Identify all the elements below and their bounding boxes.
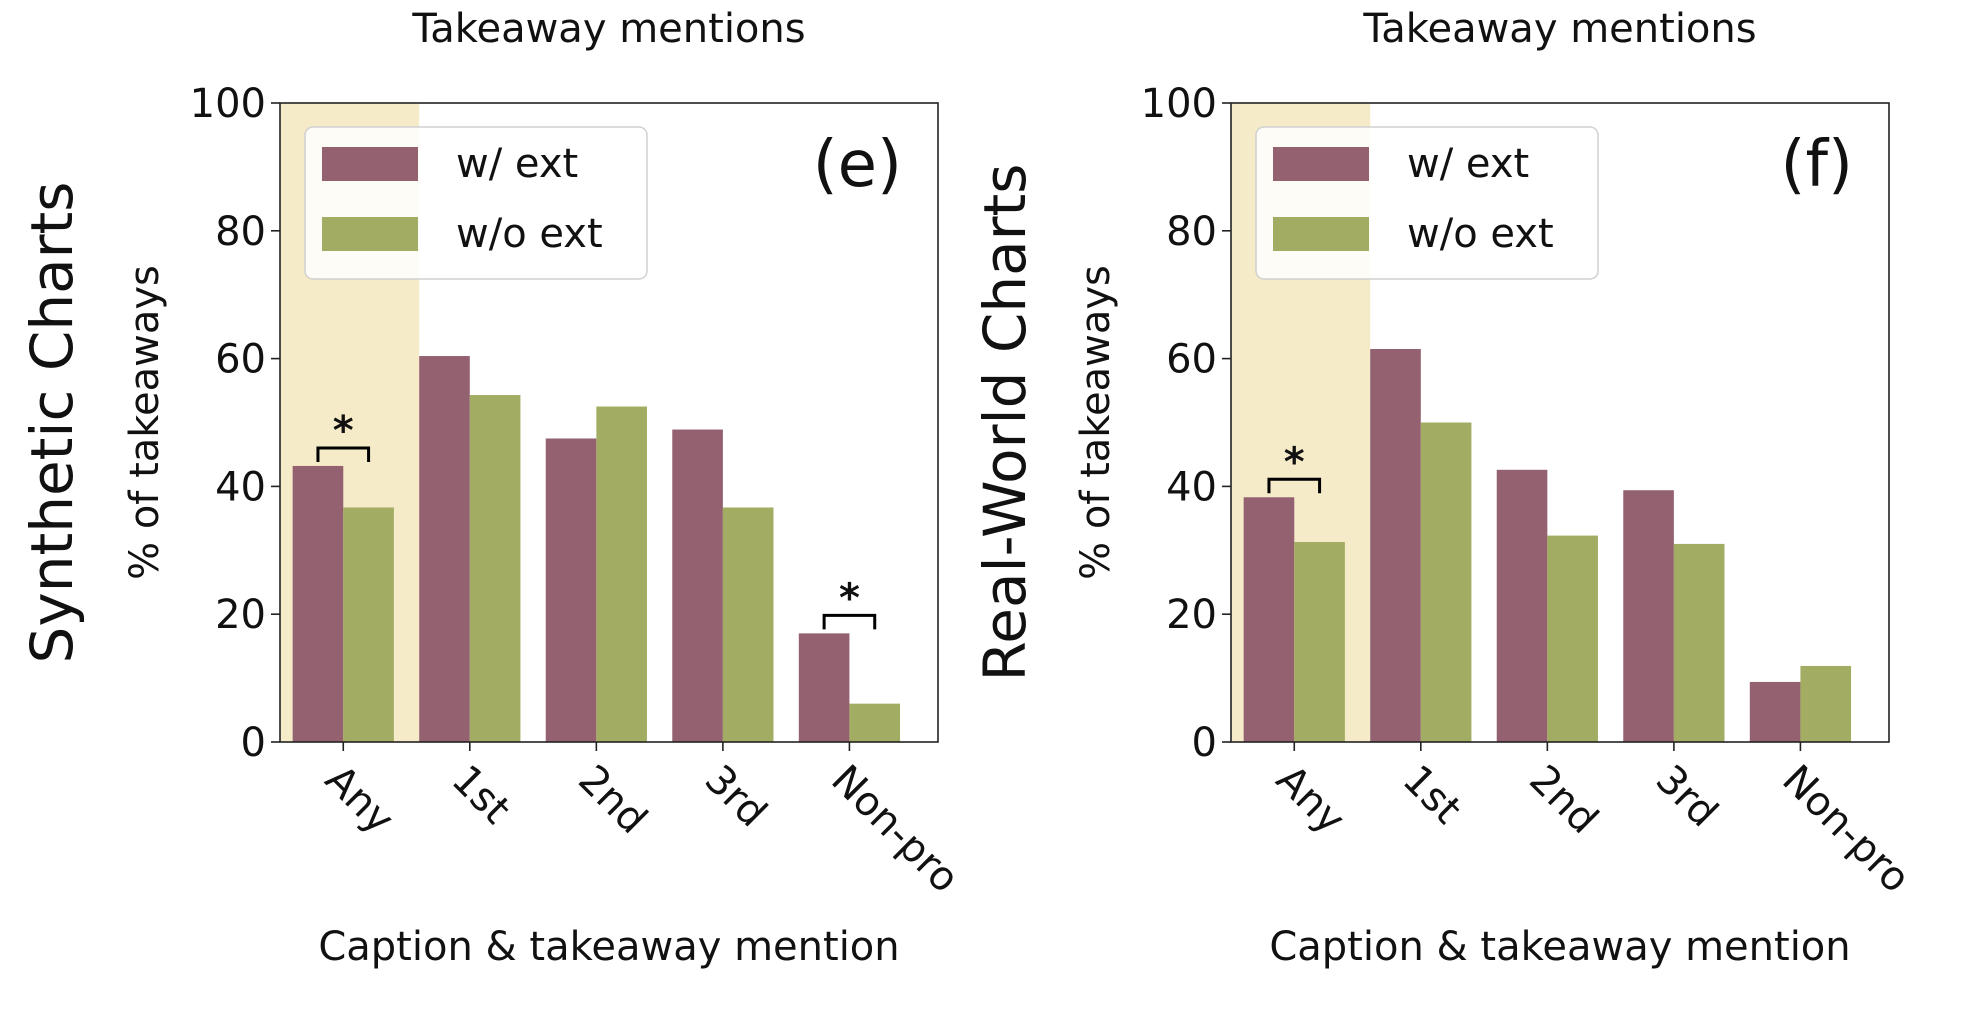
x-tick-label: Non-pro: [822, 757, 967, 902]
y-tick-label: 20: [1166, 592, 1217, 638]
plot-frame: [1230, 102, 1890, 743]
legend: [1255, 126, 1599, 280]
bar-w-ext-3: [1623, 490, 1674, 742]
x-tick-label: Any: [316, 757, 403, 844]
legend-label: w/o ext: [456, 211, 603, 257]
bar-wo-ext-1: [469, 395, 521, 742]
bar-w-ext-4: [1749, 681, 1801, 742]
panel-label: (f): [1781, 128, 1853, 202]
bar-wo-ext-3: [722, 507, 774, 742]
panel-1: [1222, 102, 1890, 751]
y-tick-label: 0: [241, 720, 266, 766]
legend-label: w/ ext: [456, 141, 578, 187]
y-tick-label: 80: [215, 209, 266, 255]
bar-wo-ext-2: [1547, 535, 1598, 742]
legend: [304, 126, 648, 280]
x-tick-label: Any: [1267, 757, 1354, 844]
panel-label: (e): [813, 128, 902, 202]
bar-wo-ext-1: [1420, 422, 1472, 742]
bar-wo-ext-4: [849, 703, 901, 742]
significance-star: *: [1284, 439, 1305, 485]
x-tick-label: 3rd: [696, 757, 776, 837]
x-axis-label: Caption & takeaway mention: [318, 924, 899, 970]
significance-star: *: [333, 408, 354, 454]
significance-bracket: [822, 613, 877, 630]
bar-wo-ext-2: [596, 406, 647, 742]
bar-wo-ext-0: [343, 507, 394, 742]
legend-swatch-wo-ext: [322, 217, 418, 251]
legend-swatch-wo-ext: [1273, 217, 1369, 251]
row-label: Real-World Charts: [971, 164, 1039, 682]
significance-star: *: [839, 575, 860, 621]
bar-w-ext-1: [1370, 349, 1421, 742]
bar-w-ext-2: [1496, 469, 1548, 742]
x-tick-label: 1st: [443, 757, 519, 833]
y-tick-label: 100: [190, 81, 266, 127]
legend-swatch-w-ext: [322, 147, 418, 181]
y-tick-label: 100: [1141, 81, 1217, 127]
row-label: Synthetic Charts: [18, 182, 86, 664]
x-tick-label: 3rd: [1647, 757, 1727, 837]
x-tick-label: 2nd: [1520, 757, 1606, 843]
significance-bracket: [316, 446, 371, 462]
legend-label: w/o ext: [1407, 211, 1554, 257]
y-tick-label: 80: [1166, 209, 1217, 255]
panel-0: [271, 102, 939, 751]
chart-title: Takeaway mentions: [411, 6, 805, 52]
y-tick-label: 0: [1192, 720, 1217, 766]
x-axis-label: Caption & takeaway mention: [1269, 924, 1850, 970]
bar-wo-ext-0: [1294, 541, 1345, 742]
plot-frame: [279, 102, 939, 743]
bar-w-ext-2: [545, 438, 597, 742]
significance-bracket: [1267, 477, 1322, 494]
y-tick-label: 60: [1166, 337, 1217, 383]
bar-w-ext-0: [292, 465, 344, 742]
legend-swatch-w-ext: [1273, 147, 1369, 181]
bar-w-ext-0: [1243, 497, 1295, 742]
x-tick-label: 2nd: [569, 757, 655, 843]
y-tick-label: 40: [1166, 464, 1217, 510]
bar-wo-ext-4: [1800, 665, 1852, 742]
bar-w-ext-1: [419, 356, 470, 742]
y-tick-label: 20: [215, 592, 266, 638]
y-tick-label: 60: [215, 337, 266, 383]
bar-w-ext-4: [798, 633, 850, 742]
x-tick-label: Non-pro: [1773, 757, 1918, 902]
y-tick-label: 40: [215, 464, 266, 510]
bar-wo-ext-3: [1673, 543, 1725, 742]
x-tick-label: 1st: [1394, 757, 1470, 833]
bar-w-ext-3: [672, 429, 723, 742]
y-axis-label: % of takeaways: [1073, 265, 1119, 580]
legend-label: w/ ext: [1407, 141, 1529, 187]
chart-title: Takeaway mentions: [1362, 6, 1756, 52]
y-axis-label: % of takeaways: [122, 265, 168, 580]
